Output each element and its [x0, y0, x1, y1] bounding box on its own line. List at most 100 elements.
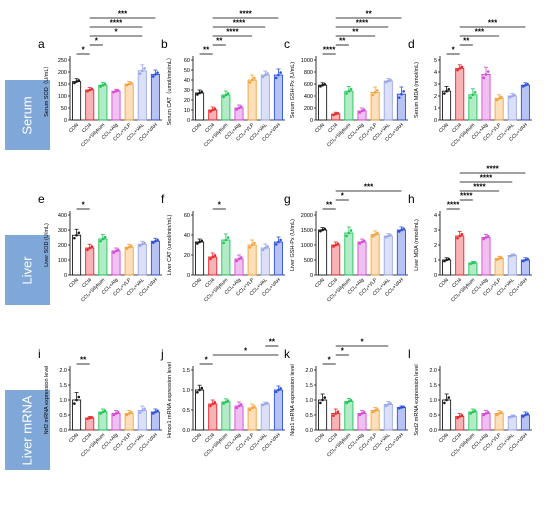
data-point [143, 241, 146, 245]
y-tick-label: 30 [184, 88, 190, 94]
data-point [508, 95, 512, 99]
y-tick-label: 0 [310, 118, 313, 124]
bar [442, 259, 452, 276]
data-point [345, 234, 348, 238]
data-point [237, 106, 241, 110]
y-tick-label: 1.5 [429, 383, 437, 389]
data-point [358, 413, 362, 417]
data-point [103, 235, 107, 239]
bar [72, 81, 82, 121]
bar [481, 73, 491, 121]
data-point [116, 248, 120, 252]
data-point [508, 254, 512, 258]
bar [247, 244, 257, 276]
data-point [360, 412, 364, 415]
data-point [226, 399, 230, 403]
bar [494, 258, 504, 276]
data-point [277, 240, 280, 244]
data-point [456, 68, 459, 72]
data-point [130, 244, 133, 248]
x-tick-label: CON [438, 277, 450, 289]
data-point [250, 78, 254, 82]
data-point [486, 411, 490, 414]
data-point [386, 403, 390, 406]
data-point [200, 239, 204, 243]
data-point [400, 92, 403, 96]
bar [72, 234, 82, 276]
y-tick-label: 10 [184, 108, 190, 114]
data-point [397, 230, 401, 233]
y-tick-label: 1.5 [59, 383, 67, 389]
panel-letter: k [284, 347, 291, 361]
y-tick-label: 2000 [301, 213, 313, 219]
data-point [497, 412, 501, 415]
x-tick-label: CON [314, 122, 326, 134]
data-point [274, 243, 278, 246]
data-point [103, 82, 107, 86]
y-tick-label: 0.0 [429, 428, 437, 434]
bar [247, 407, 257, 431]
y-axis-label: Liver MDA (nmol/mL) [414, 219, 420, 271]
significance-label: * [82, 201, 86, 210]
data-point [510, 254, 514, 257]
data-point [373, 91, 377, 94]
data-point [101, 410, 105, 414]
data-point [213, 254, 217, 257]
significance-label: **** [473, 183, 486, 192]
bar [442, 399, 452, 431]
significance-label: * [205, 356, 209, 365]
data-point [88, 246, 92, 250]
data-point [125, 247, 129, 250]
data-point [376, 231, 379, 235]
data-point [114, 412, 118, 415]
bar [318, 229, 328, 276]
data-point [235, 259, 239, 263]
data-point [526, 412, 529, 416]
data-point [279, 71, 282, 74]
significance-label: ** [216, 37, 223, 46]
data-point [386, 79, 390, 83]
y-tick-label: 50 [61, 106, 67, 112]
data-point [332, 414, 335, 417]
data-point [77, 395, 81, 399]
y-tick-label: 2 [434, 94, 437, 100]
data-point [376, 88, 379, 92]
data-point [460, 414, 464, 417]
data-point [397, 406, 401, 410]
panel-letter: a [38, 37, 45, 51]
significance-label: **** [323, 46, 336, 55]
data-point [196, 391, 199, 394]
data-point [332, 245, 335, 248]
data-point [334, 112, 338, 116]
data-point [347, 400, 351, 403]
y-tick-label: 0 [434, 118, 437, 124]
significance-label: * [360, 338, 364, 347]
data-point [261, 403, 265, 407]
data-point [101, 237, 105, 241]
data-point [400, 406, 403, 409]
data-point [371, 410, 375, 414]
data-point [521, 259, 525, 263]
data-point [239, 256, 243, 259]
data-point [151, 75, 155, 78]
data-point [323, 227, 327, 231]
data-point [482, 76, 486, 80]
bar [468, 411, 478, 431]
data-point [376, 408, 379, 411]
bar [111, 90, 121, 121]
y-axis-label: Sod2 mRNA expression level [414, 364, 420, 435]
data-point [345, 401, 348, 405]
data-point [319, 401, 322, 405]
data-point [138, 72, 142, 75]
data-point [198, 388, 201, 392]
significance-label: * [114, 28, 118, 37]
y-axis-label: Nqo1 mRNA expression level [290, 364, 296, 436]
data-point [347, 89, 351, 93]
data-point [209, 257, 212, 261]
panel-letter: b [161, 37, 168, 51]
y-axis-label: Liver GSH-Px (U/mL) [290, 219, 296, 271]
bar [124, 246, 134, 276]
y-tick-label: 0.5 [59, 413, 67, 419]
